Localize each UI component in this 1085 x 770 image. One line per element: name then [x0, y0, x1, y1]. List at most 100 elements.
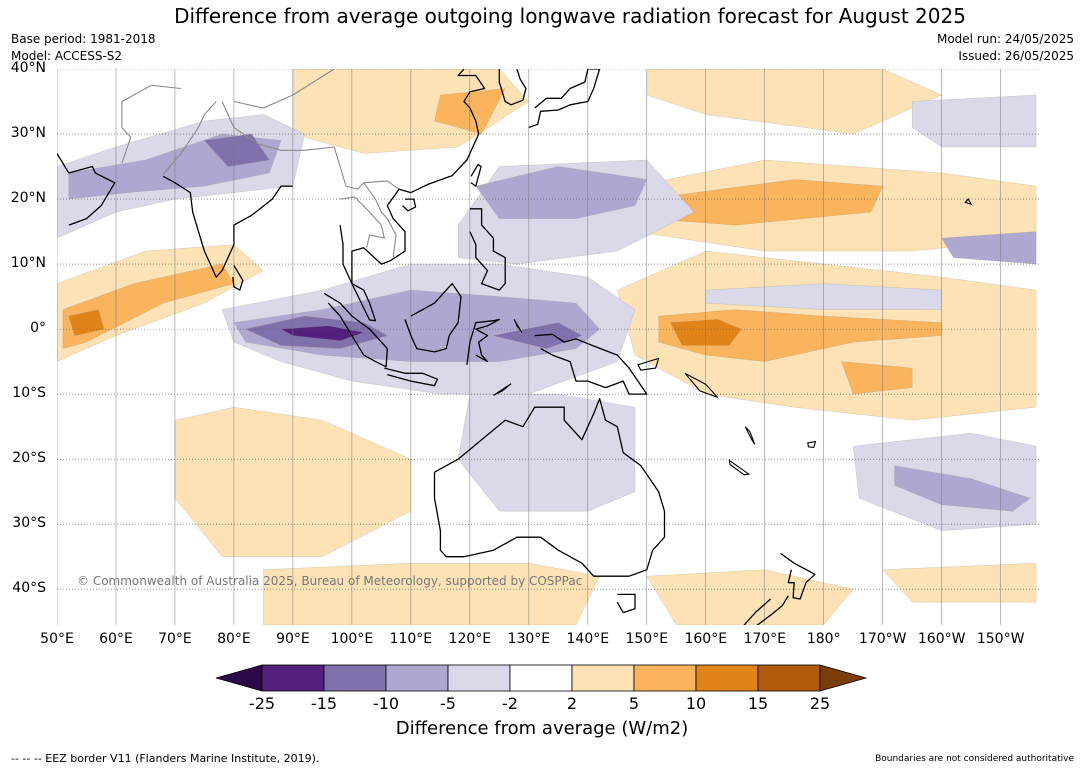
java-coastline: [384, 367, 439, 387]
olr-anomaly-map: © Commonwealth of Australia 2025, Bureau…: [57, 69, 1039, 625]
timor-island: [493, 383, 512, 396]
colorbar: [216, 664, 868, 692]
taiwan-coastline: [470, 163, 482, 187]
colorbar-tick-label: -5: [440, 694, 456, 713]
colorbar-swatch: [695, 664, 759, 692]
latitude-label: 20°S: [12, 450, 46, 467]
base-period-text: Base period: 1981-2018: [11, 32, 156, 46]
colorbar-tick-label: 15: [747, 694, 769, 713]
country-borders: [121, 69, 400, 258]
colorbar-tick-label: -10: [372, 694, 400, 713]
longitude-label: 110°E: [389, 631, 433, 647]
colorbar-swatch: [447, 664, 511, 692]
latitude-label: 10°S: [12, 385, 46, 402]
philippines-coastline: [469, 208, 506, 291]
eez-border-note: -- -- -- EEZ border V11 (Flanders Marine…: [11, 752, 320, 765]
china-coastline: [410, 69, 486, 194]
border-myanmar-china: [333, 146, 400, 190]
halmahera-island: [513, 319, 523, 333]
colorbar-tick-label: 25: [809, 694, 831, 713]
copyright-notice: © Commonwealth of Australia 2025, Bureau…: [77, 574, 583, 588]
hawaii-marks-island: [964, 198, 973, 206]
issued-text: Issued: 26/05/2025: [958, 49, 1074, 63]
colorbar-swatch: [757, 664, 821, 692]
indochina-coastline: [339, 188, 412, 322]
longitude-label: 170°E: [743, 631, 787, 647]
boundaries-note: Boundaries are not considered authoritat…: [875, 754, 1074, 764]
tasmania-coastline: [616, 593, 636, 614]
japan-coastline: [528, 69, 601, 129]
colorbar-swatch: [509, 664, 573, 692]
sulawesi-coastline: [466, 318, 500, 365]
longitude-label: 170°W: [858, 631, 907, 647]
solomon-islands-island: [684, 372, 719, 398]
longitude-label: 120°E: [448, 631, 492, 647]
region-south-east-indian-positive: [263, 563, 600, 625]
latitude-label: 30°N: [10, 125, 46, 142]
graticule: [57, 69, 1039, 625]
australia-coastline: [433, 398, 666, 577]
region-north-india-strong: [203, 133, 270, 167]
model-text: Model: ACCESS-S2: [11, 49, 123, 63]
longitude-label: 160°E: [684, 631, 728, 647]
colorbar-tick-label: 10: [685, 694, 707, 713]
colorbar-swatch: [261, 664, 325, 692]
colorbar-swatch: [323, 664, 387, 692]
fiji-island: [807, 440, 817, 449]
longitude-label: 80°E: [217, 631, 251, 647]
longitude-label: 50°E: [40, 631, 74, 647]
region-south-pacific-east-positive: [882, 562, 1037, 603]
longitude-label: 160°W: [917, 631, 966, 647]
new-britain-island: [637, 357, 660, 371]
region-north-pacific-east-negative: [912, 94, 1037, 148]
longitude-label: 150°W: [976, 631, 1025, 647]
latitude-label: 40°S: [12, 580, 46, 597]
new-guinea-coastline: [534, 333, 648, 395]
border-himalaya: [221, 101, 335, 151]
longitude-label: 60°E: [99, 631, 133, 647]
vanuatu-island: [744, 426, 756, 445]
longitude-label: 150°E: [625, 631, 669, 647]
new-zealand-south-coastline: [743, 595, 789, 625]
region-western-arabian-sea-core: [62, 263, 235, 349]
sumatra-coastline: [323, 292, 388, 368]
longitude-label: 180°: [806, 631, 841, 647]
colorbar-extend-high: [819, 664, 868, 692]
map-title: Difference from average outgoing longwav…: [174, 4, 966, 28]
region-east-pacific-equatorial-core: [658, 309, 942, 362]
new-caledonia-island: [728, 459, 751, 476]
region-south-pacific-positive-band: [841, 361, 913, 395]
region-tasman-positive: [646, 569, 854, 625]
new-zealand-north-coastline: [780, 552, 816, 600]
colorbar-tick-label: 2: [566, 694, 578, 713]
region-north-pacific-east-negative-2: [941, 231, 1037, 265]
colorbar-tick-label: 5: [628, 694, 640, 713]
latitude-label: 0°: [30, 320, 46, 337]
border-china-mongolia: [233, 69, 335, 109]
longitude-label: 130°E: [507, 631, 551, 647]
meta-left: Base period: 1981-2018 Model: ACCESS-S2: [11, 31, 156, 65]
borneo-coastline: [404, 282, 462, 353]
model-run-text: Model run: 24/05/2025: [936, 32, 1074, 46]
colorbar-tick-label: -2: [502, 694, 518, 713]
sri-lanka-coastline: [232, 265, 244, 291]
region-south-pacific-negative-core: [894, 465, 1031, 512]
coastlines: [57, 69, 973, 625]
map-canvas: [57, 69, 1039, 625]
colorbar-swatch: [571, 664, 635, 692]
colorbar-label: Difference from average (W/m2): [395, 718, 689, 739]
longitude-label: 140°E: [566, 631, 610, 647]
latitude-label: 20°N: [10, 190, 46, 207]
korea-coastline: [498, 69, 527, 106]
region-philippine-sea-core: [475, 166, 648, 219]
longitude-label: 90°E: [276, 631, 310, 647]
latitude-label: 30°S: [12, 515, 46, 532]
latitude-label: 10°N: [10, 255, 46, 272]
colorbar-tick-label: -15: [310, 694, 338, 713]
meta-right: Model run: 24/05/2025 Issued: 26/05/2025: [937, 31, 1074, 65]
border-thailand: [340, 196, 386, 248]
hainan-coastline: [402, 198, 417, 212]
border-india-pakistan: [162, 101, 217, 175]
border-afghanistan-iran: [121, 84, 181, 164]
longitude-label: 100°E: [330, 631, 374, 647]
